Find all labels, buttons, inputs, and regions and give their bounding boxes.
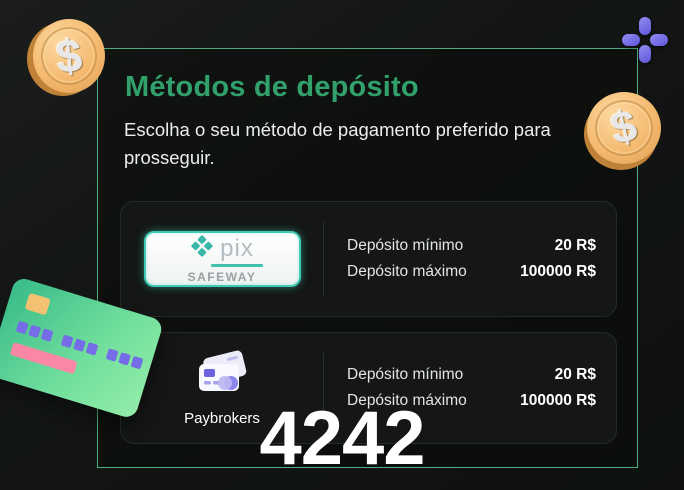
page-title: Métodos de depósito bbox=[125, 71, 419, 103]
pix-safeway-logo-area: pix SAFEWAY bbox=[121, 202, 323, 316]
limit-label: Depósito mínimo bbox=[347, 237, 464, 254]
paybrokers-cards-icon bbox=[195, 350, 249, 403]
pix-safeway-limits: Depósito mínimo 20 R$ Depósito máximo 10… bbox=[347, 202, 596, 316]
credit-card-chip bbox=[24, 292, 51, 316]
limit-row-max: Depósito máximo 100000 R$ bbox=[347, 392, 596, 410]
pix-tagline-strip bbox=[211, 264, 263, 267]
dollar-sign: $ bbox=[606, 100, 642, 155]
limit-row-max: Depósito máximo 100000 R$ bbox=[347, 263, 596, 281]
limit-row-min: Depósito mínimo 20 R$ bbox=[347, 237, 596, 255]
page-subtitle: Escolha o seu método de pagamento prefer… bbox=[124, 119, 551, 168]
plus-sparkle-icon bbox=[622, 17, 668, 63]
pix-safeway-logo: pix SAFEWAY bbox=[143, 231, 301, 287]
limit-label: Depósito mínimo bbox=[347, 366, 464, 383]
method-card-paybrokers[interactable]: Paybrokers Depósito mínimo 20 R$ Depósit… bbox=[120, 332, 617, 444]
limit-value: 20 R$ bbox=[554, 366, 596, 383]
paybrokers-limits: Depósito mínimo 20 R$ Depósito máximo 10… bbox=[347, 333, 596, 443]
safeway-wordmark: SAFEWAY bbox=[187, 270, 257, 284]
paybrokers-logo-area: Paybrokers bbox=[121, 333, 323, 443]
card-divider bbox=[323, 222, 324, 296]
dollar-coin-icon: $ bbox=[27, 19, 105, 96]
dollar-coin-icon: $ bbox=[584, 92, 661, 170]
paybrokers-label: Paybrokers bbox=[184, 409, 260, 427]
limit-value: 20 R$ bbox=[554, 237, 596, 254]
pix-wordmark: pix bbox=[220, 234, 254, 262]
card-divider bbox=[323, 353, 324, 423]
pix-clover-icon bbox=[190, 234, 214, 263]
method-card-pix-safeway[interactable]: pix SAFEWAY Depósito mínimo 20 R$ Depósi… bbox=[120, 201, 617, 317]
limit-value: 100000 R$ bbox=[520, 392, 596, 409]
limit-row-min: Depósito mínimo 20 R$ bbox=[347, 366, 596, 384]
card-number-overlay: 4242 bbox=[259, 396, 425, 481]
limit-label: Depósito máximo bbox=[347, 263, 467, 280]
limit-label: Depósito máximo bbox=[347, 392, 467, 409]
dollar-sign: $ bbox=[53, 28, 85, 84]
limit-value: 100000 R$ bbox=[520, 263, 596, 280]
